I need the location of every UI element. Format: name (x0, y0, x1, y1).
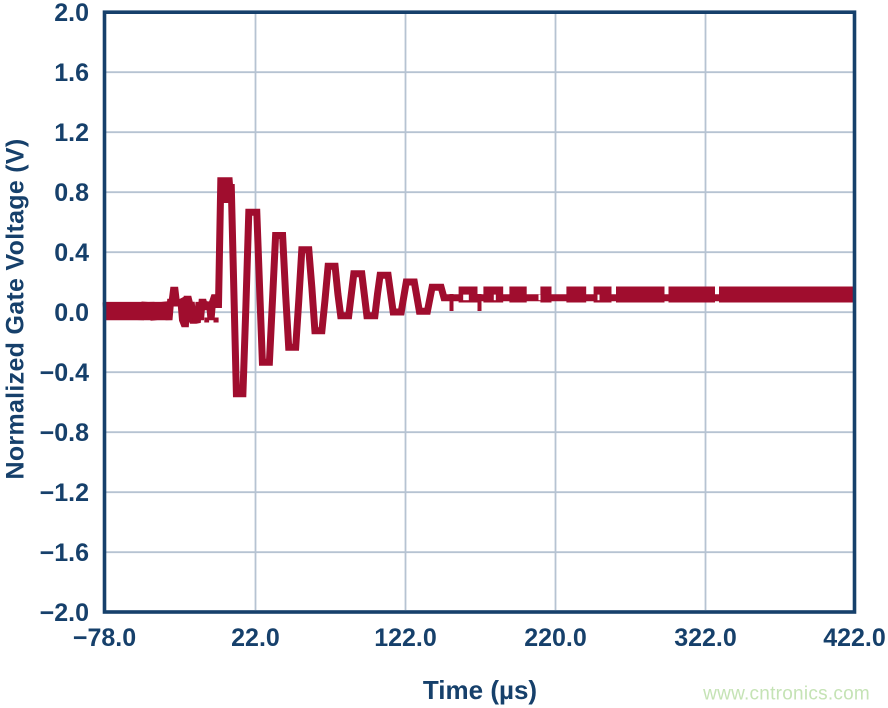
svg-text:2.0: 2.0 (54, 0, 89, 27)
svg-text:122.0: 122.0 (374, 624, 437, 652)
svg-text:220.0: 220.0 (524, 624, 587, 652)
svg-text:422.0: 422.0 (823, 624, 886, 652)
svg-text:−0.8: −0.8 (40, 419, 89, 447)
svg-text:0.0: 0.0 (54, 299, 89, 327)
svg-text:−0.4: −0.4 (40, 359, 89, 387)
svg-text:−1.6: −1.6 (40, 539, 89, 567)
svg-text:1.2: 1.2 (54, 119, 89, 147)
svg-text:0.4: 0.4 (54, 239, 89, 267)
svg-text:www.cntronics.com: www.cntronics.com (702, 684, 870, 705)
svg-text:−78.0: −78.0 (73, 624, 136, 652)
svg-text:−2.0: −2.0 (40, 599, 89, 627)
svg-text:1.6: 1.6 (54, 59, 89, 87)
svg-text:−1.2: −1.2 (40, 479, 89, 507)
svg-text:Time (µs): Time (µs) (423, 675, 537, 705)
svg-text:0.8: 0.8 (54, 179, 89, 207)
svg-text:22.0: 22.0 (231, 624, 280, 652)
svg-text:Normalized Gate Voltage (V): Normalized Gate Voltage (V) (2, 138, 30, 479)
svg-text:322.0: 322.0 (674, 624, 737, 652)
